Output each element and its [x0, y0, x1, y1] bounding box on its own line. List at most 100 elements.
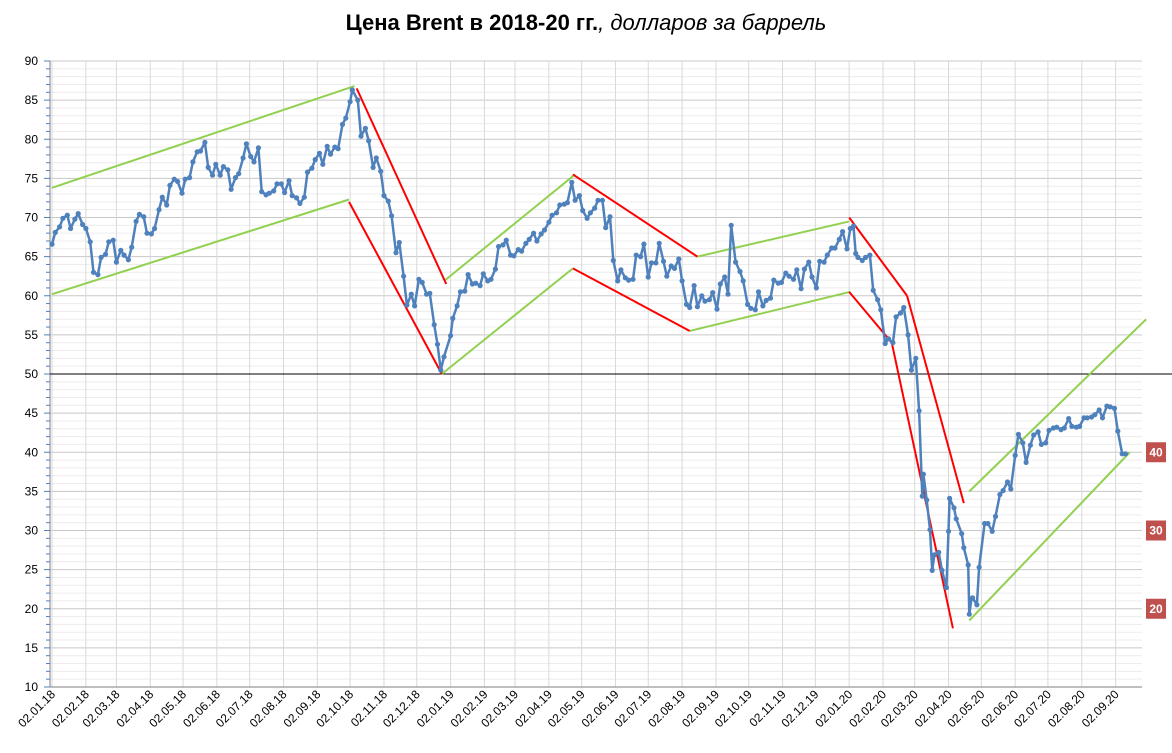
brent-price-point	[875, 297, 881, 303]
brent-price-point	[771, 277, 777, 283]
brent-price-point	[767, 295, 774, 301]
brent-price-point	[572, 197, 578, 203]
brent-price-point	[985, 520, 991, 527]
brent-price-point	[763, 297, 769, 303]
brent-price-point	[519, 248, 525, 254]
brent-price-point	[1066, 416, 1072, 422]
brent-price-point	[255, 145, 261, 151]
x-tick-label: 02.09.20	[1079, 687, 1122, 730]
brent-price-point	[806, 259, 812, 265]
brent-price-point	[836, 236, 842, 242]
y-tick-label: 55	[25, 328, 39, 342]
brent-price-point	[286, 178, 292, 184]
brent-price-point	[645, 274, 651, 280]
y-tick-label: 30	[25, 524, 39, 538]
brent-price-point	[462, 288, 468, 294]
brent-price-point	[320, 161, 326, 167]
brent-price-point	[656, 240, 662, 246]
downtrend-line	[848, 216, 908, 297]
brent-price-point	[997, 491, 1003, 498]
brent-price-point	[243, 141, 249, 147]
brent-price-point	[197, 148, 204, 154]
brent-price-point	[916, 408, 922, 414]
price-series	[49, 87, 1129, 617]
badge-label-30: 30	[1149, 524, 1163, 538]
brent-price-point	[355, 97, 361, 103]
brent-price-point	[156, 207, 162, 213]
brent-price-point	[1000, 488, 1006, 494]
brent-price-point	[737, 268, 743, 275]
brent-price-point	[592, 205, 598, 211]
brent-price-point	[1077, 423, 1083, 429]
brent-price-point	[236, 171, 242, 177]
brent-price-point	[431, 322, 437, 328]
uptrend-line	[968, 451, 1131, 622]
brent-price-point	[526, 236, 532, 242]
brent-price-point	[312, 157, 318, 163]
brent-price-point	[778, 279, 785, 285]
brent-price-point	[953, 516, 959, 522]
brent-price-point	[546, 219, 552, 225]
brent-price-point	[141, 214, 147, 220]
brent-price-point	[929, 567, 935, 574]
brent-price-point	[102, 251, 109, 257]
brent-price-point	[691, 283, 697, 289]
brent-price-point	[728, 222, 734, 228]
brent-price-point	[931, 552, 938, 558]
y-tick-label: 50	[25, 367, 39, 381]
brent-price-point	[553, 210, 560, 216]
badge-40	[1146, 442, 1166, 463]
brent-price-point	[976, 564, 982, 570]
brent-price-point	[801, 266, 808, 272]
brent-price-point	[850, 223, 857, 229]
brent-price-point	[890, 340, 896, 346]
brent-price-point	[702, 298, 708, 304]
y-tick-label: 25	[25, 563, 39, 577]
axes	[44, 60, 1172, 688]
brent-price-point	[752, 307, 758, 313]
brent-price-point	[885, 336, 892, 342]
brent-price-point	[412, 303, 418, 309]
brent-price-point	[457, 289, 463, 295]
brent-price-point	[1115, 428, 1121, 434]
brent-price-point	[232, 175, 239, 181]
brent-price-point	[179, 190, 185, 196]
brent-price-point	[641, 241, 647, 247]
brent-price-point	[335, 146, 341, 152]
brent-price-point	[282, 189, 288, 196]
y-tick-label: 75	[25, 171, 39, 185]
brent-price-point	[867, 252, 873, 258]
brent-price-point	[1027, 442, 1033, 448]
brent-price-point	[349, 87, 355, 93]
brent-price-point	[90, 269, 97, 275]
brent-price-point	[500, 242, 506, 248]
brent-price-point	[366, 138, 372, 144]
brent-price-point	[339, 121, 346, 127]
brent-price-point	[370, 164, 376, 170]
brent-price-point	[965, 562, 971, 568]
brent-price-point	[989, 528, 995, 534]
brent-price-point	[618, 267, 624, 273]
brent-price-point	[615, 278, 621, 284]
brent-price-point	[648, 260, 655, 266]
brent-price-point	[710, 290, 716, 296]
brent-price-point	[633, 252, 639, 258]
brent-price-point	[327, 151, 334, 157]
brent-price-point	[523, 240, 529, 246]
brent-price-point	[855, 254, 861, 260]
brent-price-point	[683, 301, 690, 307]
trend-channels	[51, 85, 1147, 629]
brent-price-point	[83, 225, 89, 232]
brent-price-point	[1107, 404, 1113, 410]
brent-price-point	[717, 281, 723, 287]
brent-price-point	[595, 197, 601, 203]
brent-price-point	[202, 139, 208, 145]
brent-price-point	[798, 286, 804, 292]
brent-price-point	[1054, 424, 1060, 430]
brent-price-point	[144, 230, 150, 236]
brent-price-point	[110, 237, 116, 243]
brent-price-point	[924, 497, 930, 503]
brent-price-point	[419, 279, 425, 285]
brent-price-point	[294, 195, 300, 201]
brent-price-point	[401, 273, 407, 279]
